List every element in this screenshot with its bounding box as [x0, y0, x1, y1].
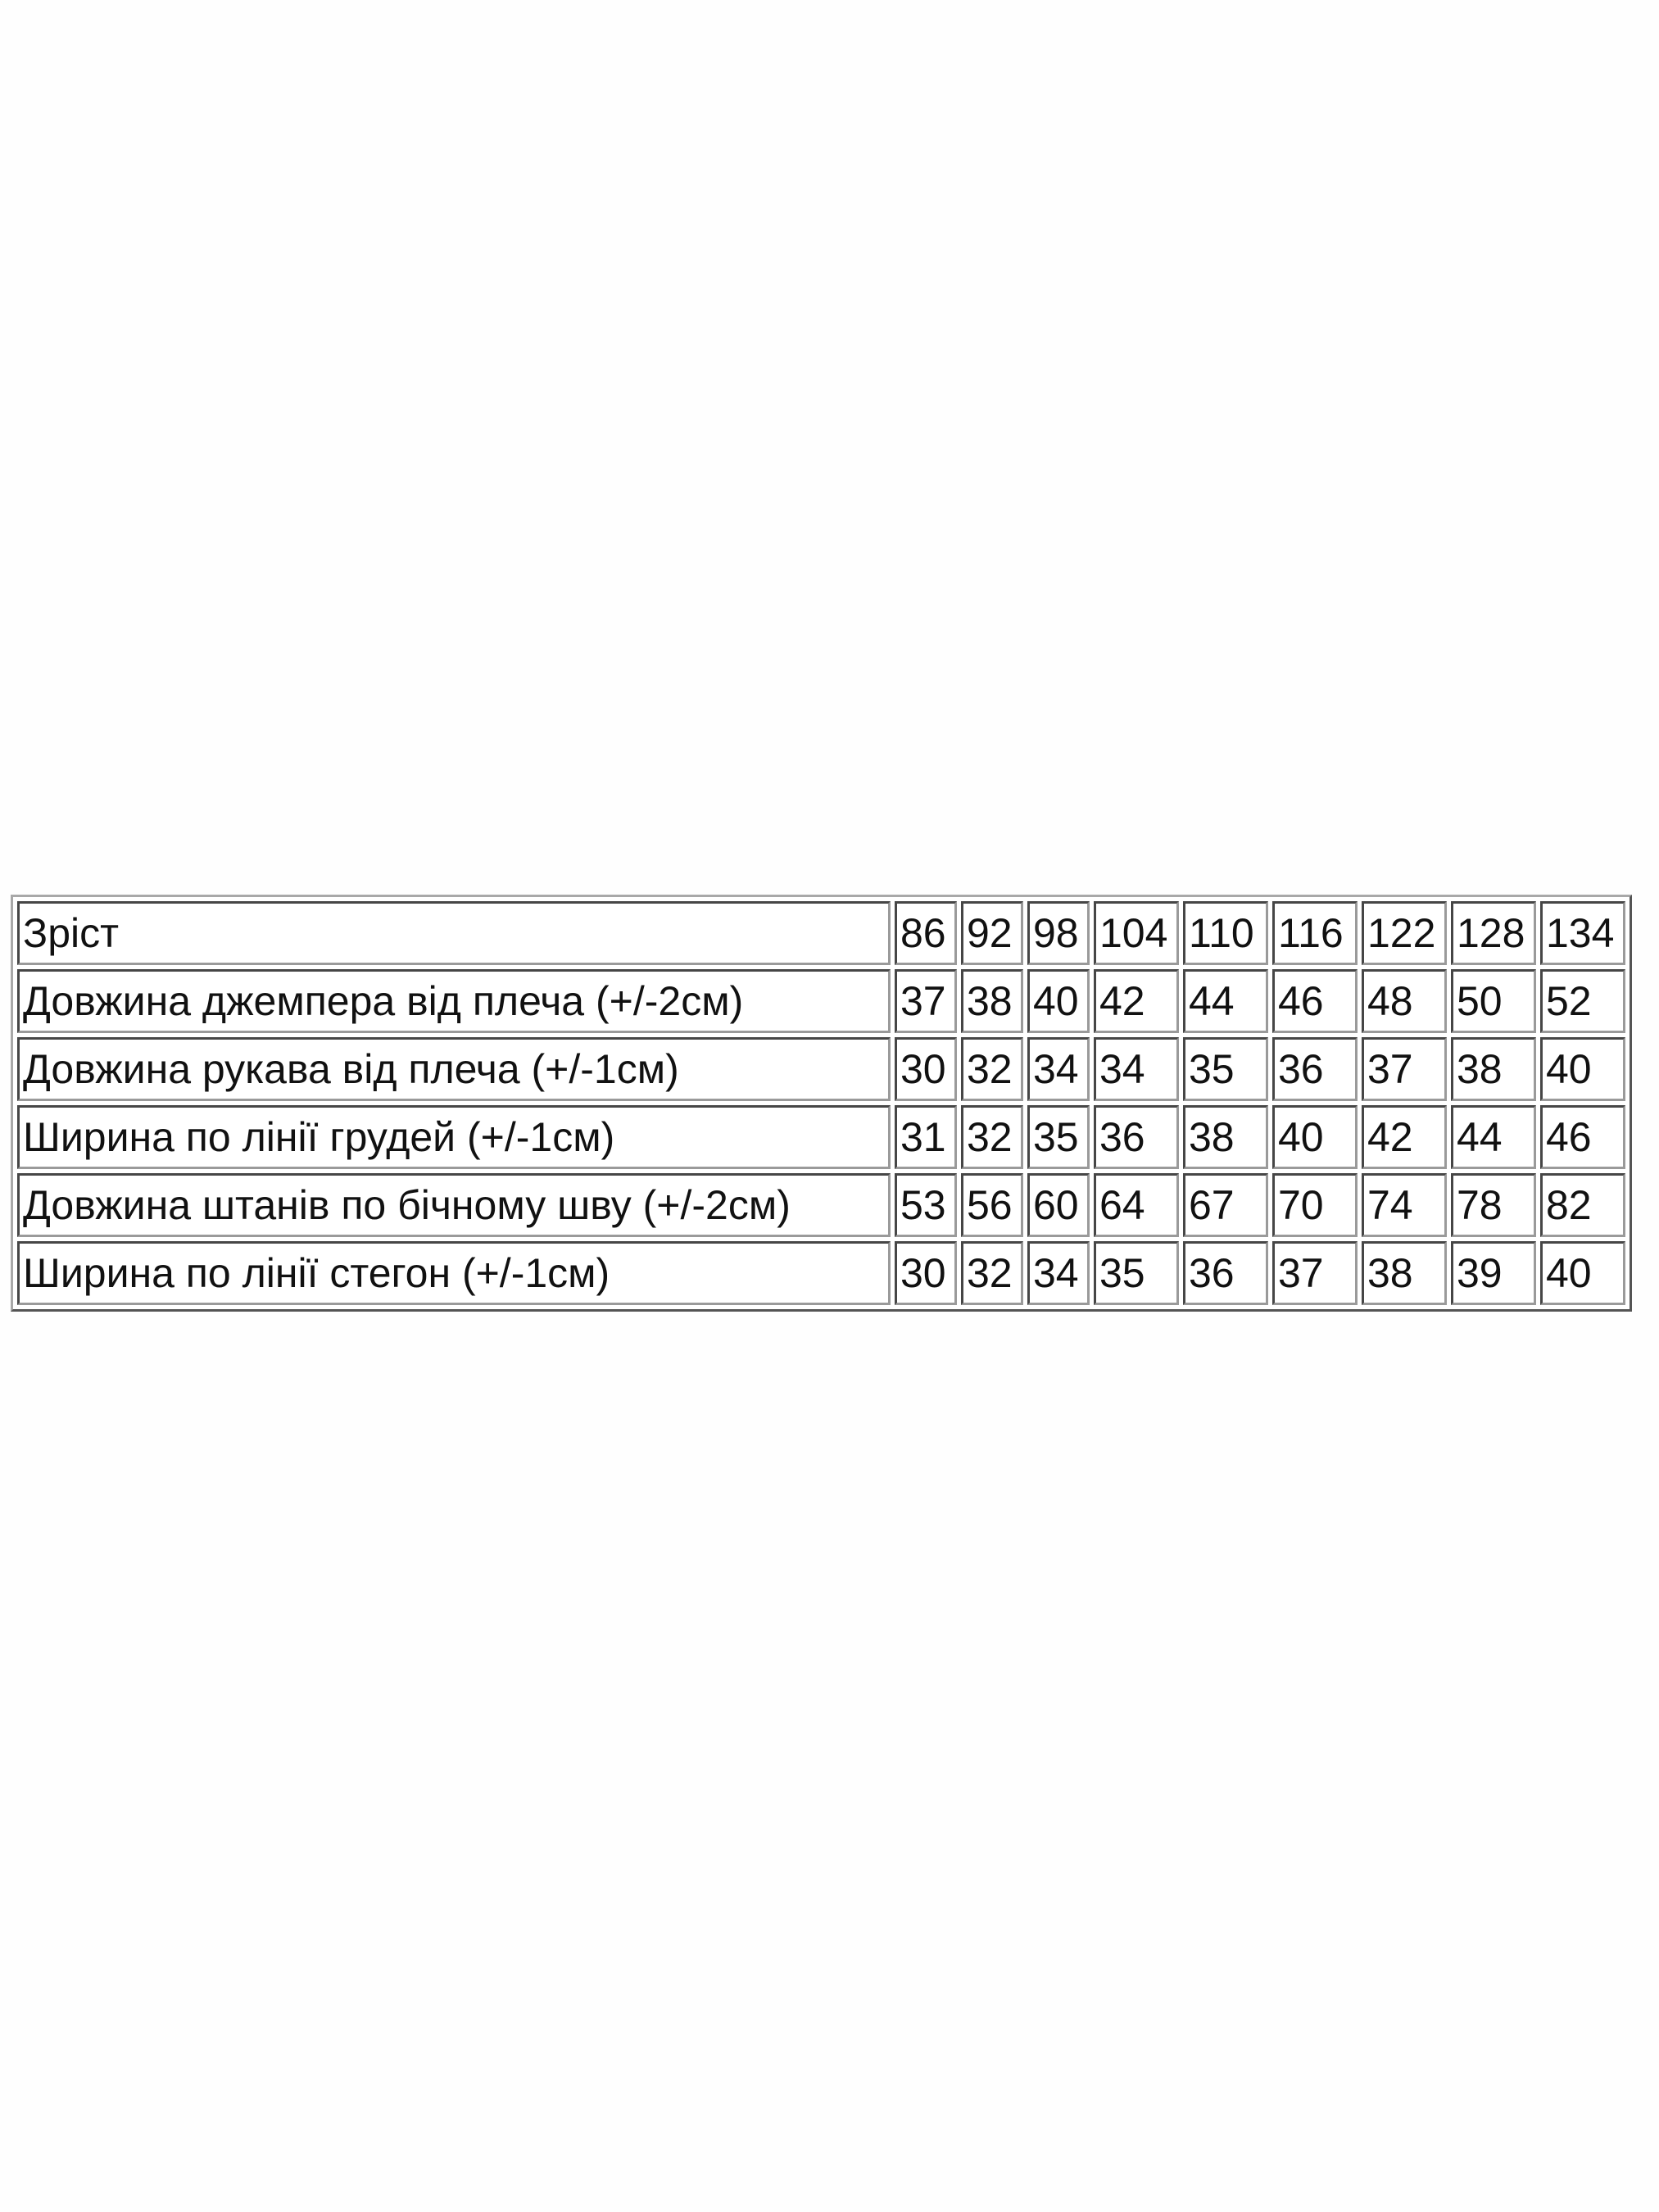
table-cell: 38: [1183, 1105, 1268, 1169]
table-cell: 37: [1362, 1037, 1447, 1101]
table-cell: 42: [1094, 969, 1179, 1033]
table-cell: 31: [895, 1105, 957, 1169]
table-cell: 46: [1272, 969, 1358, 1033]
table-cell: 32: [961, 1241, 1023, 1305]
row-label: Довжина рукава від плеча (+/-1см): [17, 1037, 891, 1101]
table-cell: 110: [1183, 901, 1268, 965]
table-cell: 37: [1272, 1241, 1358, 1305]
table-cell: 44: [1451, 1105, 1536, 1169]
table-cell: 67: [1183, 1173, 1268, 1237]
table-cell: 30: [895, 1241, 957, 1305]
table-row: Довжина джемпера від плеча (+/-2см) 37 38 4…: [17, 969, 1625, 1033]
table-cell: 34: [1027, 1037, 1090, 1101]
table-cell: 40: [1540, 1241, 1625, 1305]
table-cell: 34: [1094, 1037, 1179, 1101]
table-row: Довжина рукава від плеча (+/-1см) 30 32 34 3…: [17, 1037, 1625, 1101]
table-cell: 37: [895, 969, 957, 1033]
table-cell: 42: [1362, 1105, 1447, 1169]
table-cell: 32: [961, 1037, 1023, 1101]
table-cell: 38: [1451, 1037, 1536, 1101]
table-cell: 82: [1540, 1173, 1625, 1237]
table-cell: 134: [1540, 901, 1625, 965]
table-cell: 40: [1540, 1037, 1625, 1101]
table-cell: 35: [1183, 1037, 1268, 1101]
table-cell: 30: [895, 1037, 957, 1101]
table-cell: 36: [1183, 1241, 1268, 1305]
table-cell: 104: [1094, 901, 1179, 965]
table-cell: 52: [1540, 969, 1625, 1033]
table-cell: 122: [1362, 901, 1447, 965]
table-cell: 40: [1272, 1105, 1358, 1169]
table-cell: 44: [1183, 969, 1268, 1033]
table-cell: 64: [1094, 1173, 1179, 1237]
table-cell: 35: [1027, 1105, 1090, 1169]
table-cell: 92: [961, 901, 1023, 965]
table-cell: 34: [1027, 1241, 1090, 1305]
table-cell: 78: [1451, 1173, 1536, 1237]
row-label: Довжина штанів по бічному шву (+/-2см): [17, 1173, 891, 1237]
row-label: Довжина джемпера від плеча (+/-2см): [17, 969, 891, 1033]
table-cell: 32: [961, 1105, 1023, 1169]
table-cell: 70: [1272, 1173, 1358, 1237]
table-cell: 53: [895, 1173, 957, 1237]
table-cell: 46: [1540, 1105, 1625, 1169]
table-cell: 38: [1362, 1241, 1447, 1305]
table-cell: 74: [1362, 1173, 1447, 1237]
table-row: Довжина штанів по бічному шву (+/-2см) 53…: [17, 1173, 1625, 1237]
table-cell: 38: [961, 969, 1023, 1033]
table-cell: 60: [1027, 1173, 1090, 1237]
table-row: Ширина по лінії стегон (+/-1см) 30 32 34 35 3…: [17, 1241, 1625, 1305]
size-chart-table: Зріст 86 92 98 104 110 116 122 128 134 Довжина дже…: [11, 895, 1632, 1312]
table-row: Зріст 86 92 98 104 110 116 122 128 134: [17, 901, 1625, 965]
table-cell: 36: [1272, 1037, 1358, 1101]
row-label: Зріст: [17, 901, 891, 965]
table-cell: 86: [895, 901, 957, 965]
table-cell: 40: [1027, 969, 1090, 1033]
table-cell: 56: [961, 1173, 1023, 1237]
table-row: Ширина по лінії грудей (+/-1см) 31 32 35 36 3…: [17, 1105, 1625, 1169]
row-label: Ширина по лінії грудей (+/-1см): [17, 1105, 891, 1169]
table-cell: 116: [1272, 901, 1358, 965]
table-cell: 50: [1451, 969, 1536, 1033]
table-cell: 36: [1094, 1105, 1179, 1169]
table-cell: 35: [1094, 1241, 1179, 1305]
table-cell: 98: [1027, 901, 1090, 965]
table-cell: 128: [1451, 901, 1536, 965]
table-cell: 39: [1451, 1241, 1536, 1305]
table-cell: 48: [1362, 969, 1447, 1033]
row-label: Ширина по лінії стегон (+/-1см): [17, 1241, 891, 1305]
